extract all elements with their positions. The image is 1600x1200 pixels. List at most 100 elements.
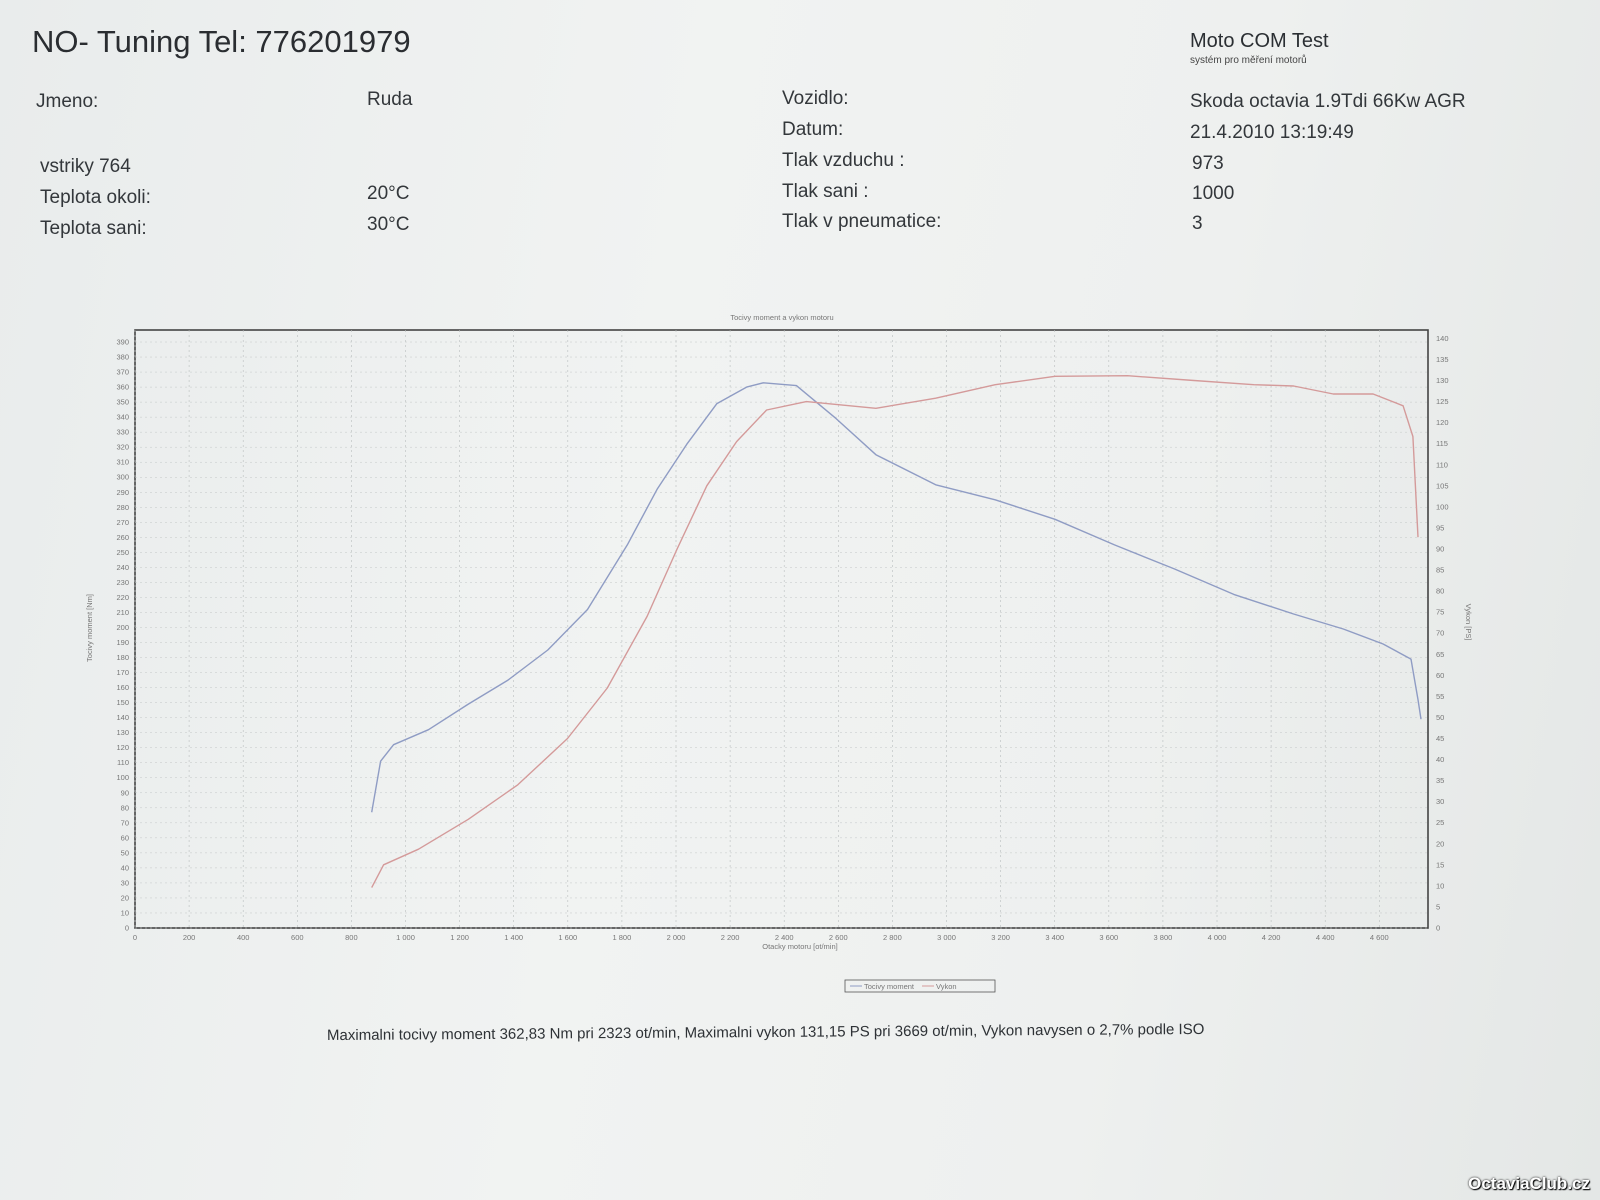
y2-tick-label: 5 (1436, 902, 1440, 911)
torque-line (371, 382, 1422, 813)
y2-tick-label: 35 (1436, 776, 1444, 785)
y-tick-label: 40 (121, 863, 129, 872)
info-label-name: Jmeno: (36, 91, 99, 112)
x-tick-label: 4 000 (1208, 933, 1227, 942)
y-tick-label: 0 (125, 924, 129, 933)
x-tick-label: 200 (183, 933, 196, 942)
y2-tick-label: 30 (1436, 797, 1444, 806)
x-tick-label: 1 200 (450, 933, 469, 942)
y-tick-label: 140 (116, 713, 129, 722)
x-tick-label: 2 800 (883, 933, 902, 942)
y2-tick-label: 75 (1436, 608, 1444, 617)
y-tick-label: 260 (116, 533, 129, 542)
series-lines (371, 375, 1422, 888)
y-tick-label: 350 (116, 398, 129, 407)
y2-tick-label: 95 (1436, 523, 1444, 532)
y-tick-label: 130 (116, 728, 129, 737)
y-tick-label: 120 (116, 743, 129, 752)
watermark-logo: OctaviaClub.cz (1468, 1174, 1590, 1193)
info-label-ambient-temp: Teplota okoli: (40, 187, 151, 208)
x-tick-label: 4 200 (1262, 933, 1281, 942)
y-tick-label: 330 (116, 428, 129, 437)
y2-tick-label: 65 (1436, 650, 1444, 659)
ticks: 0 200 400 600 800 1 000 1 200 1 400 1 600 1 800 2 … (116, 334, 1448, 942)
y-tick-label: 250 (116, 548, 129, 557)
x-tick-label: 2 400 (775, 933, 794, 942)
y-tick-label: 170 (116, 668, 129, 677)
y-tick-label: 30 (121, 878, 129, 887)
info-value-ambient-temp: 20°C (367, 183, 410, 204)
info-label-intake-temp: Teplota sani: (40, 218, 147, 239)
y-tick-label: 340 (116, 413, 129, 422)
y-tick-label: 100 (116, 773, 129, 782)
y2-tick-label: 130 (1436, 376, 1449, 385)
y-tick-label: 270 (116, 518, 129, 527)
y2-tick-label: 125 (1436, 397, 1449, 406)
x-tick-label: 400 (237, 933, 250, 942)
x-tick-label: 3 400 (1045, 933, 1064, 942)
y-tick-label: 370 (116, 368, 129, 377)
y-tick-label: 310 (116, 458, 129, 467)
y-tick-label: 280 (116, 503, 129, 512)
page-title: NO- Tuning Tel: 776201979 (32, 24, 411, 59)
info-value-intake-temp: 30°C (367, 214, 410, 235)
x-tick-label: 3 800 (1154, 933, 1173, 942)
x-tick-label: 600 (291, 933, 304, 942)
info-label-intake-pressure: Tlak sani : (782, 181, 869, 202)
y-tick-label: 240 (116, 563, 129, 572)
y2-tick-label: 40 (1436, 755, 1444, 764)
info-label-air-pressure: Tlak vzduchu : (782, 150, 905, 171)
y-tick-label: 190 (116, 638, 129, 647)
y2-tick-label: 55 (1436, 692, 1444, 701)
y-tick-label: 180 (116, 653, 129, 662)
legend-label-torque: Tocivy moment (864, 982, 915, 991)
y-tick-label: 90 (121, 788, 129, 797)
y-tick-label: 300 (116, 473, 129, 482)
info-label-tyre-pressure: Tlak v pneumatice: (782, 211, 942, 232)
info-value-tyre-pressure: 3 (1192, 213, 1203, 234)
y-tick-label: 390 (116, 338, 129, 347)
y2-tick-label: 20 (1436, 839, 1444, 848)
y2-tick-label: 10 (1436, 881, 1444, 890)
y-tick-label: 110 (117, 758, 129, 767)
power-line (371, 375, 1419, 888)
x-tick-label: 800 (345, 933, 358, 942)
y2-tick-label: 25 (1436, 818, 1444, 827)
y2-tick-label: 80 (1436, 587, 1444, 596)
x-tick-label: 2 200 (721, 933, 740, 942)
legend-label-power: Vykon (936, 982, 957, 991)
x-axis-label: Otacky motoru [ot/min] (762, 942, 837, 951)
y-tick-label: 200 (116, 623, 129, 632)
y-tick-label: 230 (116, 578, 129, 587)
y-tick-label: 220 (116, 593, 129, 602)
x-tick-label: 2 600 (829, 933, 848, 942)
y-tick-label: 160 (116, 683, 129, 692)
plot-frame (134, 329, 1429, 929)
info-value-name: Ruda (367, 89, 413, 110)
y2-tick-label: 60 (1436, 671, 1444, 680)
x-tick-label: 1 400 (504, 933, 523, 942)
x-tick-label: 2 000 (667, 933, 686, 942)
x-tick-label: 3 000 (937, 933, 956, 942)
x-tick-label: 1 000 (396, 933, 415, 942)
y2-tick-label: 110 (1436, 460, 1448, 469)
legend: Tocivy moment Vykon (844, 979, 996, 993)
brand-subtitle: systém pro měření motorů (1190, 55, 1307, 66)
brand-name: Moto COM Test (1190, 30, 1329, 52)
info-value-intake-pressure: 1000 (1192, 183, 1235, 204)
grid (134, 330, 1428, 929)
y2-tick-label: 85 (1436, 566, 1444, 575)
y-tick-label: 290 (116, 488, 129, 497)
x-tick-label: 3 200 (991, 933, 1010, 942)
y2-tick-label: 0 (1436, 924, 1440, 933)
info-label-date: Datum: (782, 119, 844, 140)
x-tick-label: 1 600 (558, 933, 577, 942)
y-tick-label: 50 (121, 848, 129, 857)
y2-tick-label: 50 (1436, 713, 1444, 722)
y-tick-label: 60 (121, 833, 129, 842)
x-tick-label: 4 600 (1370, 933, 1389, 942)
y-axis-label: Tocivy moment [Nm] (85, 594, 94, 662)
y-tick-label: 320 (116, 443, 129, 452)
info-value-vehicle: Skoda octavia 1.9Tdi 66Kw AGR (1190, 91, 1466, 112)
y-tick-label: 70 (121, 818, 129, 827)
